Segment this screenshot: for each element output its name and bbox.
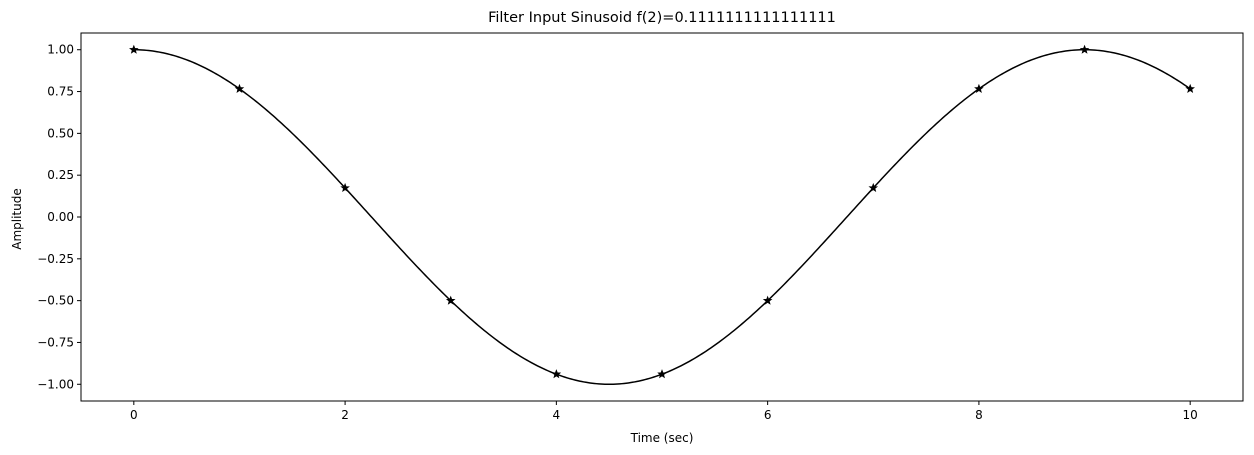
chart-title: Filter Input Sinusoid f(2)=0.11111111111…: [488, 10, 836, 26]
x-axis-label: Time (sec): [630, 431, 694, 445]
sample-markers: [129, 44, 1195, 379]
sample-point-star: [1185, 83, 1195, 93]
sample-point-star: [974, 83, 984, 93]
y-tick-label: −1.00: [37, 377, 74, 391]
y-tick-label: 0.75: [47, 85, 74, 99]
sample-point-star: [551, 369, 562, 379]
x-axis-ticks: 0 2 4 6 8 10: [130, 401, 1198, 422]
sample-point-star: [234, 83, 245, 93]
sinusoid-curve: [133, 48, 1191, 386]
x-tick-label: 8: [975, 408, 983, 422]
sample-point-star: [1079, 44, 1090, 54]
y-tick-label: −0.75: [37, 335, 74, 349]
sample-point-star: [657, 369, 667, 379]
sample-point-star: [868, 182, 879, 193]
y-tick-label: 1.00: [47, 43, 74, 57]
sample-point-star: [129, 44, 139, 54]
sample-point-star: [762, 295, 773, 305]
sample-point-star: [445, 295, 456, 305]
y-axis-ticks: 1.00 0.75 0.50 0.25 0.00 −0.25 −0.50 −0.75 −1.00: [37, 43, 81, 391]
x-tick-label: 2: [341, 408, 349, 422]
y-axis-label: Amplitude: [10, 188, 24, 250]
axes-frame: [80, 32, 1244, 402]
x-tick-label: 4: [553, 408, 561, 422]
y-tick-label: 0.00: [47, 210, 74, 224]
x-tick-label: 10: [1183, 408, 1198, 422]
sample-point-star: [340, 182, 350, 193]
x-tick-label: 0: [130, 408, 138, 422]
y-tick-label: −0.50: [37, 294, 74, 308]
y-tick-label: 0.50: [47, 126, 74, 140]
y-tick-label: 0.25: [47, 168, 74, 182]
plot-area: [129, 44, 1195, 386]
y-tick-label: −0.25: [37, 252, 74, 266]
x-tick-label: 6: [764, 408, 772, 422]
